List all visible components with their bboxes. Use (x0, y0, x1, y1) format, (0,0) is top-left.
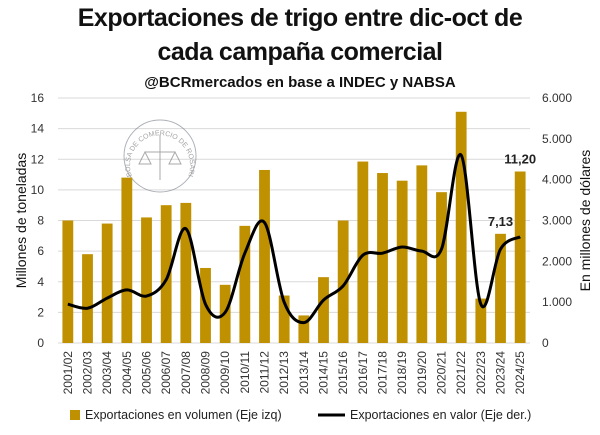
bar (278, 295, 290, 343)
bar (160, 205, 172, 343)
y-axis-label-right: En millones de dólares (577, 150, 593, 292)
x-tick-label: 2006/07 (159, 351, 173, 395)
y-tick-left: 2 (37, 305, 44, 319)
y-tick-left: 0 (37, 336, 44, 350)
y-axis-label-left: Millones de toneladas (13, 153, 29, 288)
x-tick-label: 2013/14 (297, 351, 311, 395)
legend-label-line: Exportaciones en valor (Eje der.) (350, 408, 531, 422)
bar (318, 277, 329, 343)
bar (455, 111, 467, 343)
y-tick-left: 14 (31, 122, 45, 136)
bar (514, 171, 526, 343)
y-tick-left: 12 (31, 152, 45, 166)
y-tick-right: 2.000 (542, 254, 572, 268)
bar (416, 165, 428, 343)
x-tick-label: 2012/13 (277, 351, 291, 395)
x-tick-label: 2022/23 (474, 351, 488, 395)
bar (62, 220, 74, 343)
x-tick-label: 2009/10 (218, 351, 232, 395)
x-tick-label: 2021/22 (454, 351, 468, 395)
y-tick-left: 16 (31, 91, 45, 105)
x-tick-label: 2018/19 (395, 351, 409, 395)
y-tick-left: 4 (37, 275, 44, 289)
x-tick-label: 2004/05 (120, 351, 134, 395)
chart-subtitle: @BCRmercados en base a INDEC y NABSA (144, 74, 456, 91)
bar (475, 298, 487, 343)
y-tick-right: 0 (542, 336, 549, 350)
x-tick-label: 2001/02 (61, 351, 75, 395)
legend-swatch-bar (70, 410, 80, 420)
y-tick-right: 3.000 (542, 214, 572, 228)
y-tick-right: 4.000 (542, 173, 572, 187)
x-tick-label: 2010/11 (238, 351, 252, 394)
bar (82, 254, 93, 343)
x-tick-label: 2002/03 (81, 351, 95, 395)
y-tick-right: 6.000 (542, 91, 572, 105)
bar (121, 177, 133, 343)
x-tick-label: 2008/09 (199, 351, 213, 395)
x-tick-label: 2011/12 (258, 351, 272, 394)
chart-title-line1: Exportaciones de trigo entre dic-oct de (77, 4, 523, 32)
x-tick-label: 2017/18 (376, 351, 390, 395)
chart-title-line2: cada campaña comercial (157, 38, 444, 66)
x-tick-label: 2015/16 (336, 351, 350, 395)
x-tick-label: 2003/04 (100, 351, 114, 395)
x-tick-label: 2016/17 (356, 351, 370, 395)
bar (357, 161, 369, 343)
bar (239, 225, 251, 343)
legend-label-bar: Exportaciones en volumen (Eje izq) (85, 408, 282, 422)
bar (495, 233, 506, 343)
bar (337, 220, 349, 343)
x-tick-label: 2023/24 (494, 351, 508, 395)
bar (180, 202, 192, 343)
y-tick-left: 6 (37, 244, 44, 258)
y-tick-right: 1.000 (542, 295, 572, 309)
data-label: 11,20 (504, 152, 536, 167)
bar (377, 173, 388, 343)
y-tick-right: 5.000 (542, 132, 572, 146)
svg-text:BOLSA DE COMERCIO DE ROSARIO: BOLSA DE COMERCIO DE ROSARIO (0, 0, 195, 178)
x-tick-label: 2007/08 (179, 351, 193, 395)
data-label: 7,13 (488, 214, 513, 229)
x-tick-label: 2024/25 (513, 351, 527, 395)
bar (141, 217, 152, 343)
x-tick-label: 2005/06 (140, 351, 154, 395)
bar (396, 180, 408, 343)
bar (101, 223, 113, 343)
y-tick-left: 10 (31, 183, 45, 197)
x-tick-label: 2014/15 (317, 351, 331, 395)
bar (298, 315, 310, 343)
x-tick-label: 2020/21 (435, 351, 449, 395)
watermark-logo: BOLSA DE COMERCIO DE ROSARIO (0, 0, 197, 193)
y-tick-left: 8 (37, 214, 44, 228)
x-tick-label: 2019/20 (415, 351, 429, 395)
value-line (67, 153, 521, 325)
bar (436, 192, 447, 343)
bar (259, 169, 270, 343)
